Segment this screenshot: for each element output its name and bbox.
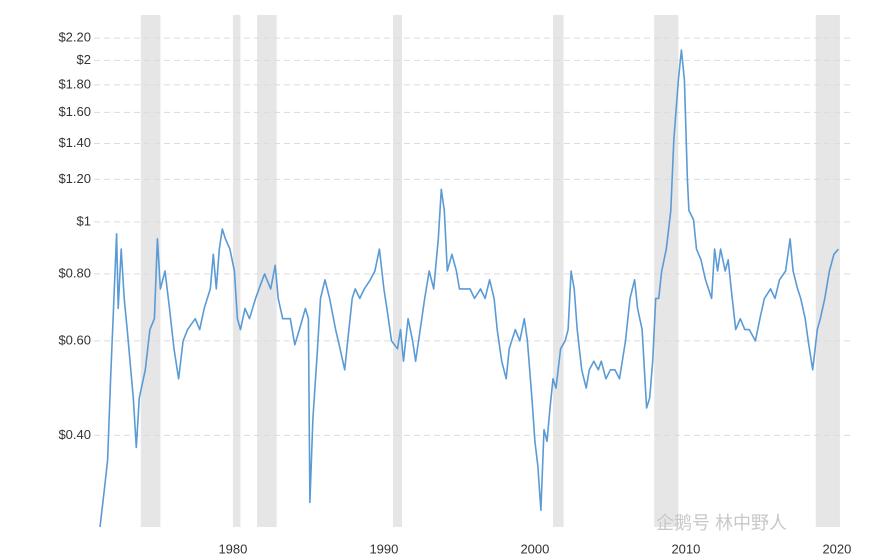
recession-band: [257, 15, 277, 527]
recession-band: [392, 15, 403, 527]
watermark: 企鹅号 林中野人: [656, 513, 787, 533]
x-tick-label: 1980: [218, 541, 247, 556]
y-tick-label: $0.40: [58, 427, 91, 442]
y-tick-label: $1.20: [58, 171, 91, 186]
recession-band: [553, 15, 564, 527]
y-tick-label: $0.80: [58, 265, 91, 280]
y-tick-label: $1: [77, 213, 91, 228]
x-tick-label: 2010: [671, 541, 700, 556]
y-tick-label: $1.80: [58, 76, 91, 91]
recession-band: [140, 15, 161, 527]
recession-band: [654, 15, 679, 527]
recession-band: [815, 15, 840, 527]
y-tick-label: $2.20: [58, 30, 91, 45]
y-tick-label: $0.60: [58, 332, 91, 347]
x-tick-label: 2020: [822, 541, 851, 556]
x-tick-label: 2000: [520, 541, 549, 556]
y-tick-label: $1.40: [58, 135, 91, 150]
recession-band: [232, 15, 241, 527]
x-tick-label: 1990: [369, 541, 398, 556]
y-tick-label: $1.60: [58, 104, 91, 119]
price-line: [99, 49, 840, 528]
y-tick-label: $2: [77, 52, 91, 67]
